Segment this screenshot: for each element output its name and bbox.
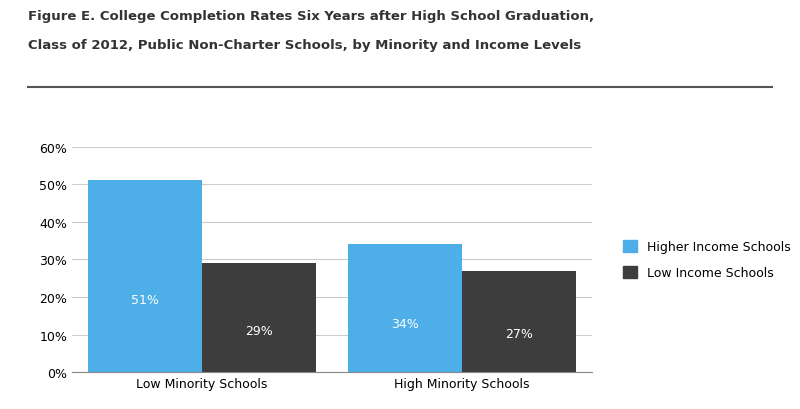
Bar	[202, 263, 316, 372]
Bar	[88, 181, 202, 372]
Text: 51%: 51%	[131, 293, 159, 306]
Bar	[462, 271, 576, 372]
Bar	[348, 245, 462, 372]
Text: 27%: 27%	[505, 327, 533, 340]
Text: 29%: 29%	[245, 324, 273, 337]
Legend: Higher Income Schools, Low Income Schools: Higher Income Schools, Low Income School…	[619, 236, 794, 283]
Text: Figure E. College Completion Rates Six Years after High School Graduation,: Figure E. College Completion Rates Six Y…	[28, 10, 594, 23]
Text: Class of 2012, Public Non-Charter Schools, by Minority and Income Levels: Class of 2012, Public Non-Charter School…	[28, 39, 582, 52]
Text: 34%: 34%	[391, 317, 419, 330]
